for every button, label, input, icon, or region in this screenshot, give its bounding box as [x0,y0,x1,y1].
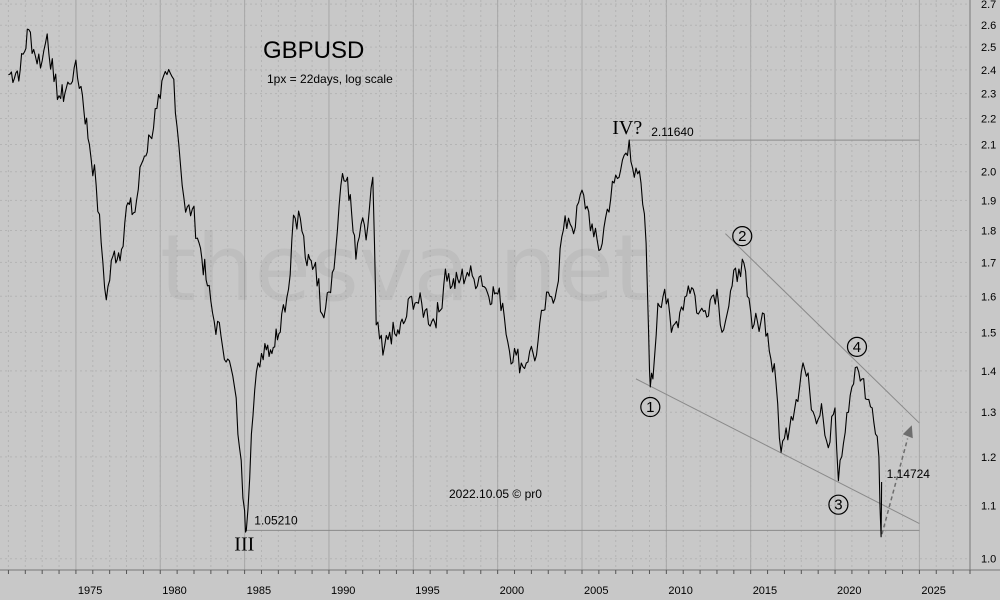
y-tick-label: 2.6 [981,20,996,32]
y-tick-label: 2.2 [981,113,996,125]
y-tick-label: 1.3 [981,407,996,419]
projection-arrow-line [881,438,909,535]
x-tick-label: 1990 [331,585,355,597]
projection-arrow-head [902,425,913,439]
y-tick-label: 1.0 [981,554,996,566]
x-tick-label: 2020 [837,585,861,597]
y-tick-label: 2.0 [981,167,996,179]
chart-title: GBPUSD [263,37,364,64]
y-tick-label: 2.7 [981,0,996,11]
wave-label-4: 4 [853,339,861,356]
upper-channel-line [725,233,920,424]
x-tick-label: 2015 [753,585,777,597]
level-label-high: 2.11640 [651,125,694,139]
wave-label-1: 1 [646,399,654,416]
y-tick-label: 1.1 [981,501,996,513]
y-tick-label: 2.5 [981,42,996,54]
x-tick-label: 2010 [668,585,692,597]
level-label-current: 1.14724 [887,467,931,481]
wave-label-iv: IV? [612,117,642,139]
trend-lines [246,139,920,535]
y-tick-label: 2.3 [981,89,996,101]
x-tick-label: 2025 [921,585,945,597]
x-tick-label: 1980 [162,585,186,597]
y-tick-label: 2.1 [981,139,996,151]
y-tick-label: 1.4 [981,366,996,378]
y-tick-label: 2.4 [981,65,996,77]
credit-label: 2022.10.05 © pr0 [449,487,542,501]
y-tick-label: 1.5 [981,327,996,339]
level-label-low: 1.05210 [254,513,298,527]
x-tick-label: 2005 [584,585,608,597]
x-tick-label: 1995 [415,585,439,597]
wave-label-3: 3 [834,497,842,514]
wave-label-2-circle [732,226,753,247]
x-tick-label: 1985 [247,585,271,597]
wave-label-2: 2 [738,228,746,245]
y-tick-label: 1.8 [981,226,996,238]
wave-label-iii: III [234,533,254,555]
y-tick-label: 1.9 [981,195,996,207]
x-tick-label: 1975 [78,585,102,597]
y-tick-label: 1.2 [981,452,996,464]
price-series [8,28,883,538]
annotations: 2.11640 1.05210 1.14724 III IV? 1 2 3 4 [234,117,930,555]
y-tick-label: 1.7 [981,257,996,269]
wave-label-4-circle [846,336,868,357]
price-line [8,28,883,538]
y-tick-label: 1.6 [981,291,996,303]
wave-label-1-circle [640,396,661,418]
chart-subtitle: 1px = 22days, log scale [267,72,393,86]
watermark: thesva.net [160,215,650,322]
lower-channel-line [635,378,920,525]
wave-label-3-circle [828,494,849,515]
x-tick-label: 2000 [500,585,524,597]
